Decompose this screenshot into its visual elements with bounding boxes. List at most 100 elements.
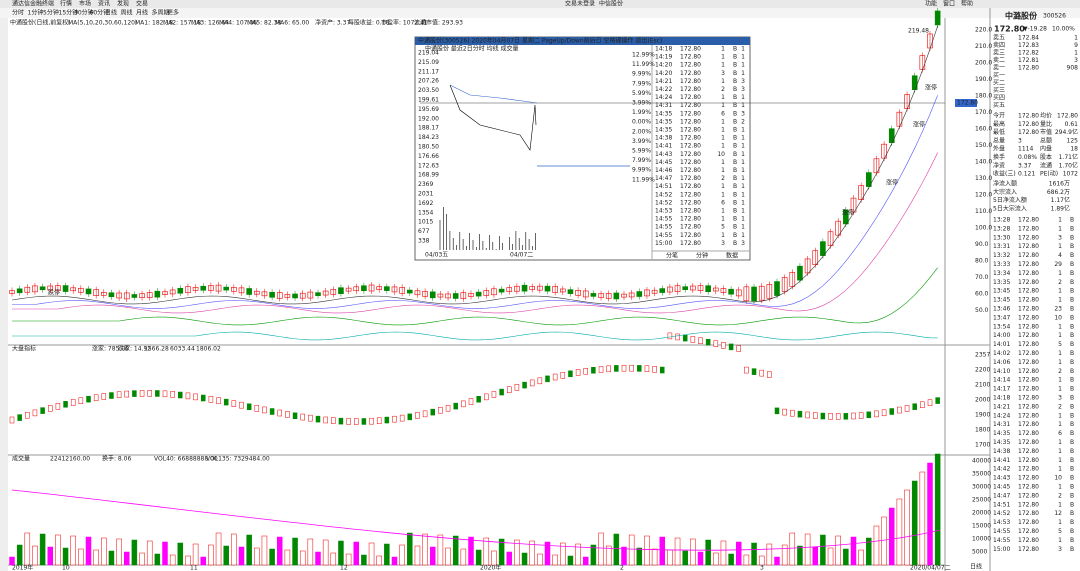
trade-cell: 1 — [1058, 412, 1062, 419]
index-bar — [774, 407, 780, 415]
index-bar — [545, 375, 550, 383]
trade-cell: 14:01 — [993, 341, 1010, 348]
period-tab: 30分钟 — [74, 9, 94, 17]
index-bar — [507, 386, 512, 393]
popup-axis-label: 180.50 — [418, 144, 439, 151]
index-bar — [866, 411, 872, 419]
period-tab: 日线 — [105, 9, 117, 17]
menu-item[interactable]: 市场 — [79, 0, 91, 8]
stat-cell: 收益(三) — [993, 170, 1016, 178]
index-bar — [782, 408, 787, 416]
trade-cell: 172.80 — [1018, 403, 1039, 410]
trade-cell: B — [733, 143, 737, 150]
menu-item[interactable]: 行情 — [60, 0, 72, 8]
volume-bar — [628, 534, 635, 566]
ma-value: MA1: 182.18 — [135, 20, 173, 27]
trade-cell: 13:28 — [993, 217, 1010, 224]
trade-cell: 14:55 — [655, 216, 672, 223]
volume-bar — [338, 540, 344, 566]
volume-bar — [843, 548, 849, 566]
popup-tab[interactable]: 分钟 — [696, 252, 708, 260]
volume-axis-label: 20000 — [972, 510, 991, 517]
index-bar — [269, 408, 275, 415]
volume-axis-label: 5000 — [972, 549, 987, 556]
popup-axis-label: 5.99% — [632, 90, 651, 97]
trade-cell: 172.80 — [1018, 323, 1039, 330]
trade-cell: 14:52 — [655, 199, 672, 206]
popup-axis-label: 211.17 — [418, 68, 439, 75]
index-bar — [101, 393, 107, 400]
menu-item[interactable]: 交易 — [136, 0, 148, 8]
trade-cell: 172.80 — [680, 167, 701, 174]
volume-bar — [567, 555, 574, 566]
trade-cell: 1 — [1058, 421, 1062, 428]
order-book-cell: 908 — [1067, 65, 1079, 72]
index-bar — [522, 381, 527, 389]
menu-item[interactable]: 发现 — [117, 0, 129, 8]
trade-cell: 1 — [741, 232, 745, 239]
stat-cell: 0.61 — [1065, 121, 1079, 128]
trade-cell: 1 — [721, 232, 725, 239]
trade-cell: 172.80 — [1018, 484, 1039, 491]
volume-bar — [292, 537, 298, 566]
volume-bar — [9, 556, 15, 566]
trade-cell: 1 — [721, 46, 725, 53]
trade-cell: 13:35 — [993, 279, 1010, 286]
index-bar — [621, 364, 627, 372]
status-text: 中信股份 — [599, 0, 623, 8]
trade-cell: 2 — [1058, 279, 1062, 286]
index-bar — [637, 365, 642, 372]
volume-bar — [452, 535, 459, 566]
volume-bar — [690, 538, 696, 566]
order-book-cell: 9 — [1074, 42, 1078, 49]
volume-bar — [62, 547, 69, 566]
volume-bar — [422, 533, 428, 566]
index-bar — [178, 391, 183, 399]
trade-cell: B — [1070, 492, 1074, 499]
trade-cell: 13:33 — [993, 261, 1010, 268]
trade-cell: B — [733, 86, 737, 93]
price-axis-label: 80.0 — [975, 258, 989, 265]
trade-cell: B — [1070, 314, 1074, 321]
menu-item[interactable]: 资讯 — [98, 0, 110, 8]
volume-bar — [139, 552, 145, 566]
date-label: 2020年 — [480, 564, 501, 571]
moving-average — [12, 267, 938, 326]
trade-cell: 172.80 — [1018, 306, 1039, 313]
index-bar — [851, 412, 856, 420]
trade-cell: B — [733, 240, 737, 247]
trade-cell: 1 — [741, 127, 745, 134]
trade-cell: 15:00 — [655, 240, 672, 247]
trade-cell: 2 — [1058, 492, 1062, 499]
trade-cell: 172.80 — [1018, 297, 1039, 304]
volume-bar — [238, 546, 245, 566]
period-tab: 更多 — [167, 9, 179, 17]
trade-cell: 172.80 — [1018, 395, 1039, 402]
stat-cell: 最低 — [993, 128, 1005, 136]
popup-tab[interactable]: 数据 — [726, 252, 738, 260]
trade-cell: 1 — [1058, 457, 1062, 464]
popup-axis-label: 9.99% — [632, 167, 651, 174]
trade-cell: 14:20 — [655, 62, 672, 69]
trade-cell: 14:24 — [655, 94, 672, 101]
index-bar — [70, 399, 76, 406]
popup-tab[interactable]: 分笔 — [666, 252, 678, 260]
stat-cell: 市值 — [1040, 128, 1052, 136]
volume-bar — [47, 546, 53, 566]
trade-cell: 14:38 — [655, 135, 672, 142]
volume-bar — [766, 543, 773, 566]
index-bar — [591, 366, 596, 374]
trade-cell: B — [733, 216, 737, 223]
index-bar — [575, 369, 581, 376]
index-bar — [598, 366, 604, 373]
trade-cell: 172.80 — [1018, 350, 1039, 357]
order-book-cell: 卖三 — [993, 50, 1005, 57]
volume-bar — [498, 538, 505, 566]
index-bar — [904, 405, 910, 412]
menu-item: 帮助 — [961, 0, 973, 8]
index-bar — [744, 366, 749, 374]
popup-axis-label: 1015 — [418, 219, 433, 226]
volume-bar — [460, 548, 467, 566]
trade-cell: 13:28 — [993, 225, 1010, 232]
popup — [414, 36, 751, 261]
